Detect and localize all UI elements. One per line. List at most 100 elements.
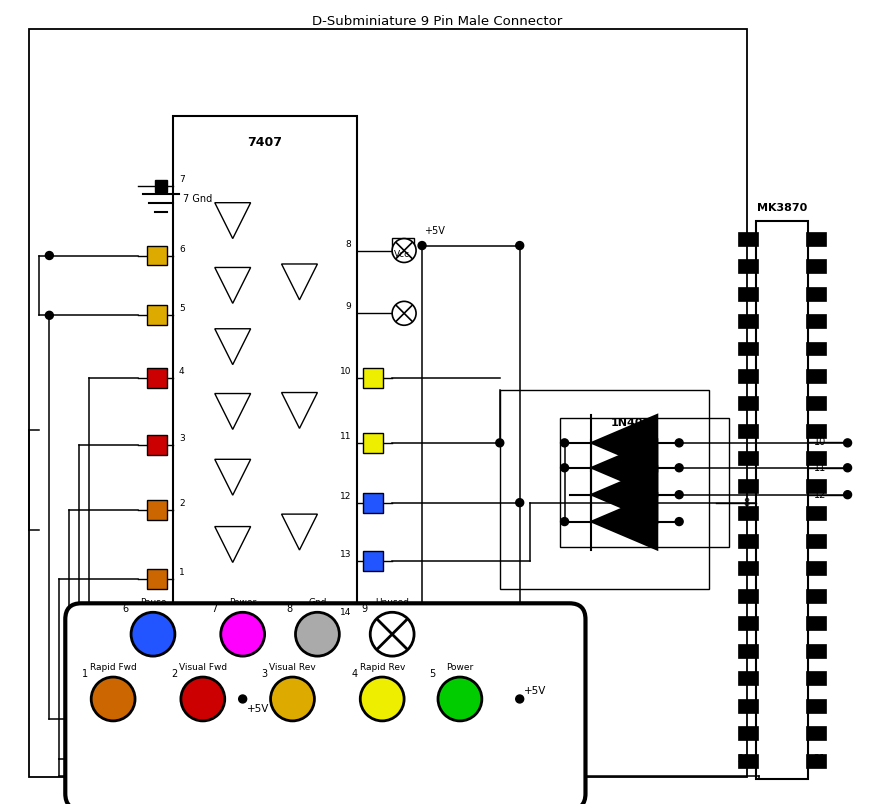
Bar bbox=[738, 259, 758, 273]
Text: 7: 7 bbox=[179, 175, 184, 184]
Bar bbox=[738, 506, 758, 520]
Bar bbox=[806, 452, 826, 465]
Bar bbox=[147, 500, 167, 519]
Bar bbox=[738, 671, 758, 685]
Bar bbox=[806, 369, 826, 383]
Polygon shape bbox=[592, 440, 657, 496]
Bar bbox=[364, 551, 383, 572]
Bar bbox=[738, 617, 758, 630]
Bar bbox=[738, 424, 758, 438]
Text: 5: 5 bbox=[429, 669, 435, 679]
Circle shape bbox=[676, 491, 683, 498]
Circle shape bbox=[45, 251, 53, 259]
Text: 9: 9 bbox=[361, 605, 367, 614]
Text: 14: 14 bbox=[340, 609, 351, 617]
Bar bbox=[364, 493, 383, 513]
Bar bbox=[738, 341, 758, 356]
Bar bbox=[806, 726, 826, 741]
Circle shape bbox=[843, 464, 851, 472]
Text: 9: 9 bbox=[345, 303, 351, 312]
Bar bbox=[738, 561, 758, 576]
Circle shape bbox=[271, 677, 315, 721]
Text: Unused: Unused bbox=[375, 598, 409, 607]
Circle shape bbox=[676, 464, 683, 472]
Text: 13: 13 bbox=[340, 551, 351, 559]
Bar bbox=[738, 397, 758, 411]
Bar bbox=[147, 569, 167, 589]
Circle shape bbox=[131, 613, 175, 656]
Bar bbox=[392, 237, 414, 254]
Bar bbox=[806, 506, 826, 520]
Text: 2: 2 bbox=[171, 669, 178, 679]
Circle shape bbox=[418, 242, 426, 250]
Circle shape bbox=[371, 613, 414, 656]
Bar bbox=[738, 479, 758, 493]
Text: 11: 11 bbox=[814, 463, 826, 473]
Bar bbox=[738, 753, 758, 768]
Text: 10: 10 bbox=[340, 367, 351, 376]
Bar bbox=[30, 29, 747, 777]
Circle shape bbox=[843, 439, 851, 447]
Text: D-Subminiature 9 Pin Male Connector: D-Subminiature 9 Pin Male Connector bbox=[312, 15, 562, 28]
Polygon shape bbox=[592, 467, 657, 522]
Bar bbox=[738, 369, 758, 383]
Bar bbox=[738, 644, 758, 658]
Bar bbox=[738, 232, 758, 246]
Bar bbox=[806, 561, 826, 576]
Text: Visual Rev: Visual Rev bbox=[269, 663, 316, 672]
Bar bbox=[738, 726, 758, 741]
Circle shape bbox=[438, 677, 482, 721]
Text: Rapid Fwd: Rapid Fwd bbox=[90, 663, 136, 672]
Text: 6: 6 bbox=[122, 605, 128, 614]
Bar bbox=[806, 671, 826, 685]
Circle shape bbox=[181, 677, 225, 721]
Text: +5V: +5V bbox=[524, 686, 546, 696]
Circle shape bbox=[221, 613, 265, 656]
Text: 11: 11 bbox=[340, 431, 351, 441]
Text: 7407: 7407 bbox=[247, 136, 282, 149]
Bar bbox=[364, 433, 383, 453]
Polygon shape bbox=[592, 415, 657, 471]
Bar bbox=[806, 644, 826, 658]
Bar bbox=[806, 314, 826, 328]
Bar bbox=[738, 534, 758, 548]
Bar bbox=[738, 699, 758, 712]
Text: Power: Power bbox=[229, 598, 256, 607]
Text: 5: 5 bbox=[179, 304, 184, 313]
Text: 2: 2 bbox=[179, 498, 184, 508]
Text: 10: 10 bbox=[814, 437, 826, 447]
Text: Pause: Pause bbox=[140, 598, 166, 607]
Polygon shape bbox=[592, 493, 657, 550]
Bar bbox=[806, 479, 826, 493]
Circle shape bbox=[496, 439, 503, 447]
Circle shape bbox=[560, 464, 569, 472]
Text: 8: 8 bbox=[287, 605, 293, 614]
Text: 3: 3 bbox=[261, 669, 267, 679]
Bar bbox=[806, 534, 826, 548]
Bar bbox=[738, 589, 758, 603]
Bar bbox=[806, 753, 826, 768]
Bar bbox=[738, 452, 758, 465]
Text: 1: 1 bbox=[82, 669, 88, 679]
Circle shape bbox=[516, 695, 524, 703]
Bar bbox=[147, 246, 167, 266]
Text: 4: 4 bbox=[179, 367, 184, 376]
Bar bbox=[806, 424, 826, 438]
Text: 7: 7 bbox=[212, 605, 218, 614]
Bar bbox=[806, 287, 826, 300]
Text: +5V: +5V bbox=[246, 704, 269, 714]
Bar bbox=[806, 397, 826, 411]
Circle shape bbox=[560, 518, 569, 526]
Circle shape bbox=[392, 238, 416, 262]
Bar bbox=[500, 390, 709, 589]
Text: Visual Fwd: Visual Fwd bbox=[179, 663, 227, 672]
Text: Vcc: Vcc bbox=[394, 250, 410, 258]
Text: Power: Power bbox=[447, 663, 474, 672]
Bar bbox=[738, 287, 758, 300]
Text: 6: 6 bbox=[179, 245, 184, 254]
Bar bbox=[806, 699, 826, 712]
Circle shape bbox=[295, 613, 339, 656]
Circle shape bbox=[239, 695, 246, 703]
Bar bbox=[147, 305, 167, 325]
Circle shape bbox=[360, 677, 404, 721]
